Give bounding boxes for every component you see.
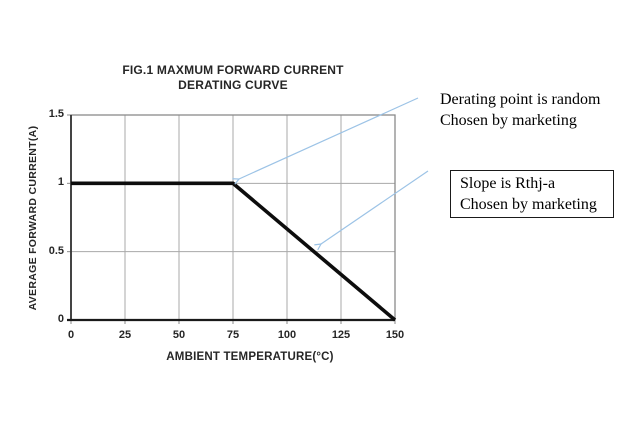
x-tick-label: 125 [331,329,351,341]
derating-note-line1: Derating point is random [440,91,601,108]
figure-title-line2: DERATING CURVE [178,78,288,92]
annotation-arrow-layer [239,97,429,244]
arrow-to-slope-segment [321,170,429,244]
y-tick-label: 1.5 [48,108,64,120]
y-tick-label: 1 [57,176,64,189]
x-tick-label: 75 [226,329,240,341]
x-tick-label: 50 [172,329,186,341]
y-tick-label: 0 [57,313,64,325]
x-tick-label: 100 [277,329,297,341]
x-axis-title: AMBIENT TEMPERATURE(°C) [166,351,334,363]
slope-note-line2: Chosen by marketing [460,196,597,213]
arrow-to-derating-point [239,97,419,179]
axis-layer [67,114,396,324]
x-tick-label: 0 [67,329,75,341]
x-tick-label: 150 [385,329,405,341]
y-tick-label: 0.5 [48,244,64,257]
figure-title-line1: FIG.1 MAXMUM FORWARD CURRENT [122,63,344,77]
grid-layer [71,115,395,320]
slope-note-box: Slope is Rthj-a Chosen by marketing [450,170,614,218]
figure-title: FIG.1 MAXMUM FORWARD CURRENT DERATING CU… [71,63,395,93]
derating-note-line2: Chosen by marketing [440,112,577,129]
x-tick-label: 25 [118,329,132,341]
y-axis-title: AVERAGE FORWARD CURRENT(A) [27,125,39,311]
derating-point-note: Derating point is random Chosen by marke… [440,89,600,131]
slope-note-line1: Slope is Rthj-a [460,175,556,192]
